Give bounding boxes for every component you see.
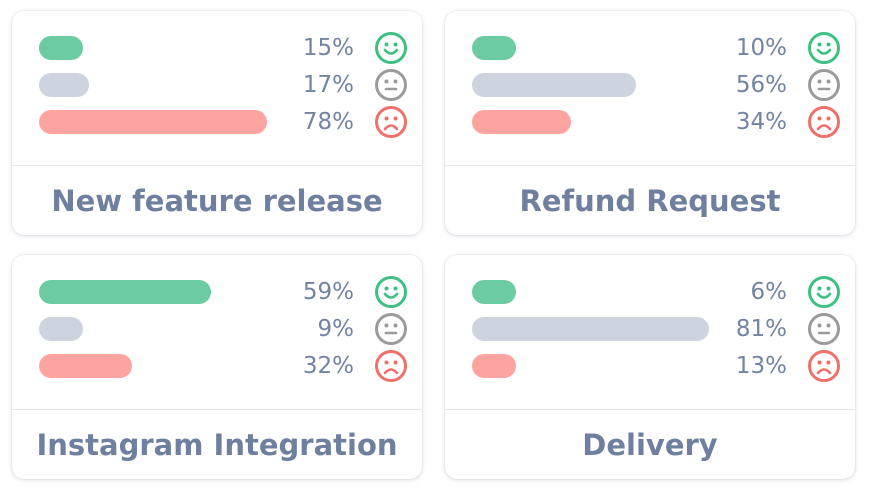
negative-percentage: 13%: [735, 353, 787, 379]
neutral-bar: [472, 73, 636, 97]
sentiment-card-delivery[interactable]: 6% 81% 13% Delivery: [445, 255, 855, 479]
divider: [445, 409, 855, 410]
sentiment-card-new-feature-release[interactable]: 15% 17% 78% New feature release: [12, 11, 422, 235]
divider: [12, 165, 422, 166]
negative-bar: [39, 354, 132, 378]
positive-bar: [39, 36, 83, 60]
negative-bar: [39, 110, 267, 134]
neutral-face-icon: [807, 68, 841, 102]
positive-bar: [39, 280, 211, 304]
neutral-percentage: 9%: [317, 316, 355, 342]
positive-row: 15%: [12, 30, 422, 66]
positive-percentage: 15%: [302, 35, 354, 61]
smiley-face-icon: [374, 275, 408, 309]
sentiment-card-refund-request[interactable]: 10% 56% 34% Refund Request: [445, 11, 855, 235]
card-title: Refund Request: [519, 184, 781, 218]
positive-percentage: 10%: [735, 35, 787, 61]
negative-bar: [472, 110, 571, 134]
sad-face-icon: [374, 349, 408, 383]
positive-bar: [472, 280, 516, 304]
smiley-face-icon: [374, 31, 408, 65]
neutral-face-icon: [807, 312, 841, 346]
negative-bar: [472, 354, 516, 378]
negative-row: 34%: [445, 104, 855, 140]
smiley-face-icon: [807, 31, 841, 65]
neutral-row: 9%: [12, 311, 422, 347]
neutral-row: 56%: [445, 67, 855, 103]
neutral-face-icon: [374, 68, 408, 102]
divider: [445, 165, 855, 166]
sad-face-icon: [374, 105, 408, 139]
negative-row: 13%: [445, 348, 855, 384]
sentiment-card-instagram-integration[interactable]: 59% 9% 32% Instagram Integration: [12, 255, 422, 479]
neutral-row: 81%: [445, 311, 855, 347]
negative-percentage: 78%: [302, 109, 354, 135]
positive-row: 59%: [12, 274, 422, 310]
positive-percentage: 59%: [302, 279, 354, 305]
neutral-percentage: 17%: [302, 72, 354, 98]
neutral-bar: [472, 317, 709, 341]
smiley-face-icon: [807, 275, 841, 309]
negative-row: 78%: [12, 104, 422, 140]
neutral-bar: [39, 317, 83, 341]
negative-percentage: 34%: [735, 109, 787, 135]
positive-row: 10%: [445, 30, 855, 66]
neutral-face-icon: [374, 312, 408, 346]
negative-percentage: 32%: [302, 353, 354, 379]
positive-row: 6%: [445, 274, 855, 310]
sad-face-icon: [807, 105, 841, 139]
card-title: Instagram Integration: [36, 428, 398, 462]
card-title: New feature release: [51, 184, 383, 218]
neutral-bar: [39, 73, 89, 97]
neutral-percentage: 56%: [735, 72, 787, 98]
sad-face-icon: [807, 349, 841, 383]
divider: [12, 409, 422, 410]
positive-bar: [472, 36, 516, 60]
negative-row: 32%: [12, 348, 422, 384]
neutral-row: 17%: [12, 67, 422, 103]
card-title: Delivery: [582, 428, 718, 462]
positive-percentage: 6%: [750, 279, 788, 305]
neutral-percentage: 81%: [735, 316, 787, 342]
